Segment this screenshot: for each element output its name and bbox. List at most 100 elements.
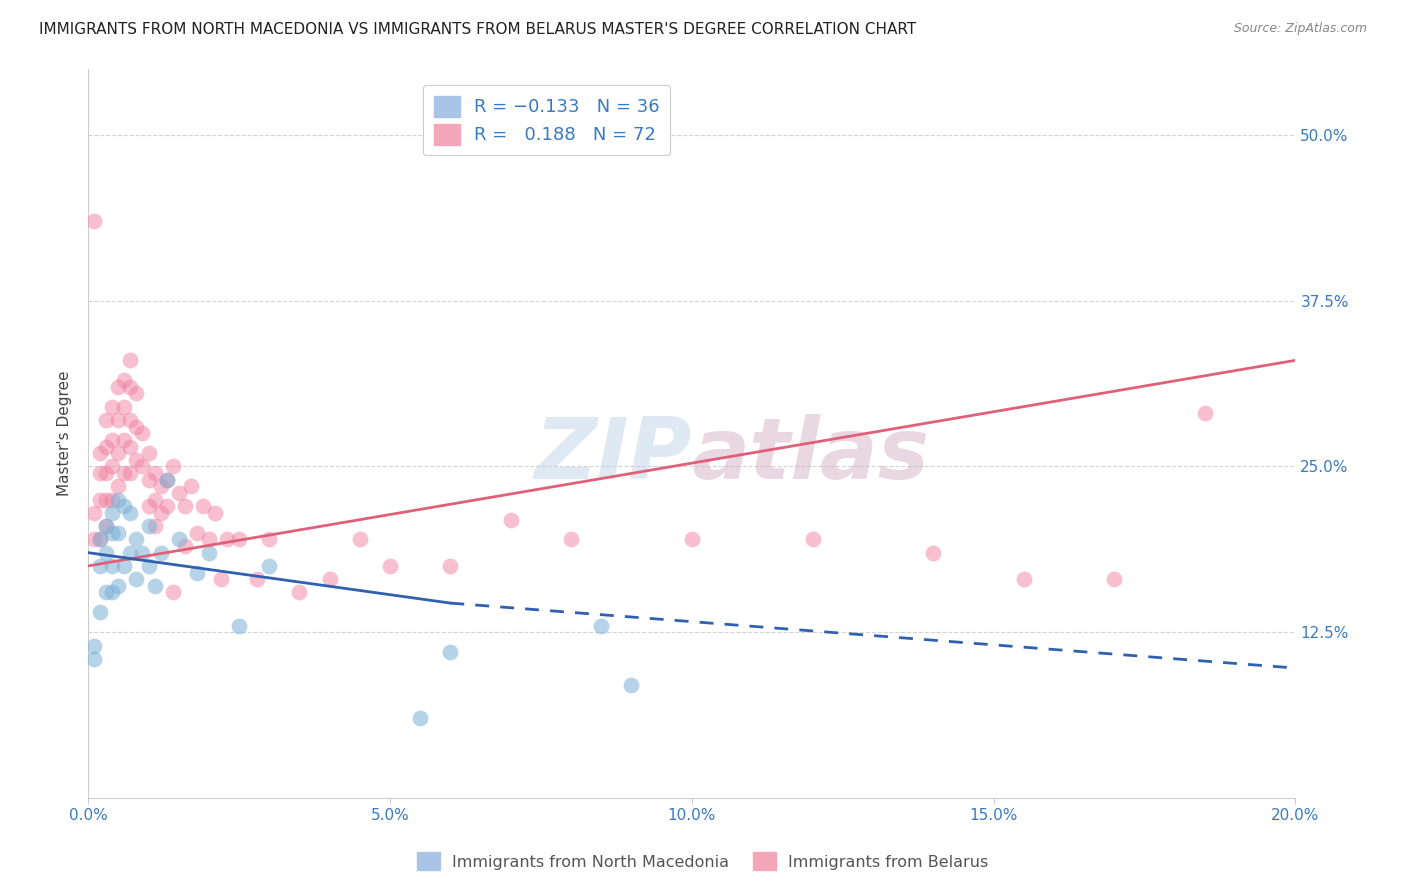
Point [143, 579, 166, 593]
Point [131, 459, 153, 474]
Point [83, 639, 105, 653]
Point [228, 618, 250, 632]
Point [96, 440, 118, 454]
Point [83, 214, 105, 228]
Point [198, 533, 221, 547]
Point [186, 566, 208, 580]
Point [620, 678, 643, 692]
Point [107, 380, 129, 394]
Point [439, 558, 461, 573]
Point [499, 512, 522, 526]
Point [349, 533, 371, 547]
Point [112, 400, 135, 414]
Point [138, 500, 160, 514]
Point [112, 433, 135, 447]
Point [107, 446, 129, 460]
Point [191, 500, 214, 514]
Point [257, 558, 280, 573]
Point [125, 419, 148, 434]
Point [112, 466, 135, 480]
Point [167, 486, 190, 500]
Point [209, 572, 232, 586]
Point [120, 546, 142, 560]
Point [120, 506, 142, 520]
Point [162, 585, 184, 599]
Point [138, 473, 160, 487]
Point [89, 533, 111, 547]
Point [112, 373, 135, 387]
Point [107, 479, 129, 493]
Point [180, 479, 202, 493]
Point [101, 400, 124, 414]
Point [101, 433, 124, 447]
Y-axis label: Master's Degree: Master's Degree [58, 370, 72, 496]
Point [120, 380, 142, 394]
Point [101, 558, 124, 573]
Point [167, 533, 190, 547]
Point [149, 506, 172, 520]
Point [83, 506, 105, 520]
Point [198, 546, 221, 560]
Point [89, 558, 111, 573]
Point [96, 492, 118, 507]
Point [107, 525, 129, 540]
Point [125, 386, 148, 401]
Text: ZIP: ZIP [534, 414, 692, 497]
Point [112, 558, 135, 573]
Point [591, 618, 613, 632]
Point [101, 506, 124, 520]
Point [120, 413, 142, 427]
Point [83, 533, 105, 547]
Point [125, 452, 148, 467]
Point [149, 546, 172, 560]
Point [101, 492, 124, 507]
Point [138, 446, 160, 460]
Point [439, 645, 461, 659]
Point [96, 519, 118, 533]
Point [83, 652, 105, 666]
Point [96, 413, 118, 427]
Point [107, 579, 129, 593]
Point [107, 492, 129, 507]
Point [1012, 572, 1035, 586]
Point [96, 546, 118, 560]
Point [89, 606, 111, 620]
Point [131, 546, 153, 560]
Point [107, 413, 129, 427]
Point [173, 539, 195, 553]
Point [162, 459, 184, 474]
Point [228, 533, 250, 547]
Point [125, 533, 148, 547]
Legend: R = −0.133   N = 36, R =   0.188   N = 72: R = −0.133 N = 36, R = 0.188 N = 72 [423, 85, 671, 155]
Point [246, 572, 269, 586]
Point [801, 533, 824, 547]
Text: IMMIGRANTS FROM NORTH MACEDONIA VS IMMIGRANTS FROM BELARUS MASTER'S DEGREE CORRE: IMMIGRANTS FROM NORTH MACEDONIA VS IMMIG… [39, 22, 917, 37]
Point [409, 711, 432, 725]
Point [149, 479, 172, 493]
Point [112, 500, 135, 514]
Point [120, 353, 142, 368]
Point [89, 446, 111, 460]
Point [143, 519, 166, 533]
Point [131, 426, 153, 441]
Point [173, 500, 195, 514]
Point [318, 572, 340, 586]
Point [1194, 406, 1216, 420]
Point [101, 459, 124, 474]
Point [96, 519, 118, 533]
Point [681, 533, 703, 547]
Point [89, 466, 111, 480]
Point [138, 519, 160, 533]
Point [89, 492, 111, 507]
Point [922, 546, 945, 560]
Point [215, 533, 238, 547]
Point [138, 558, 160, 573]
Point [156, 473, 179, 487]
Point [120, 440, 142, 454]
Point [96, 585, 118, 599]
Text: Source: ZipAtlas.com: Source: ZipAtlas.com [1233, 22, 1367, 36]
Text: atlas: atlas [692, 414, 929, 497]
Legend: Immigrants from North Macedonia, Immigrants from Belarus: Immigrants from North Macedonia, Immigra… [411, 846, 995, 877]
Point [378, 558, 401, 573]
Point [288, 585, 311, 599]
